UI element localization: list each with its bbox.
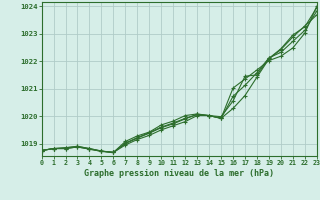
X-axis label: Graphe pression niveau de la mer (hPa): Graphe pression niveau de la mer (hPa): [84, 169, 274, 178]
